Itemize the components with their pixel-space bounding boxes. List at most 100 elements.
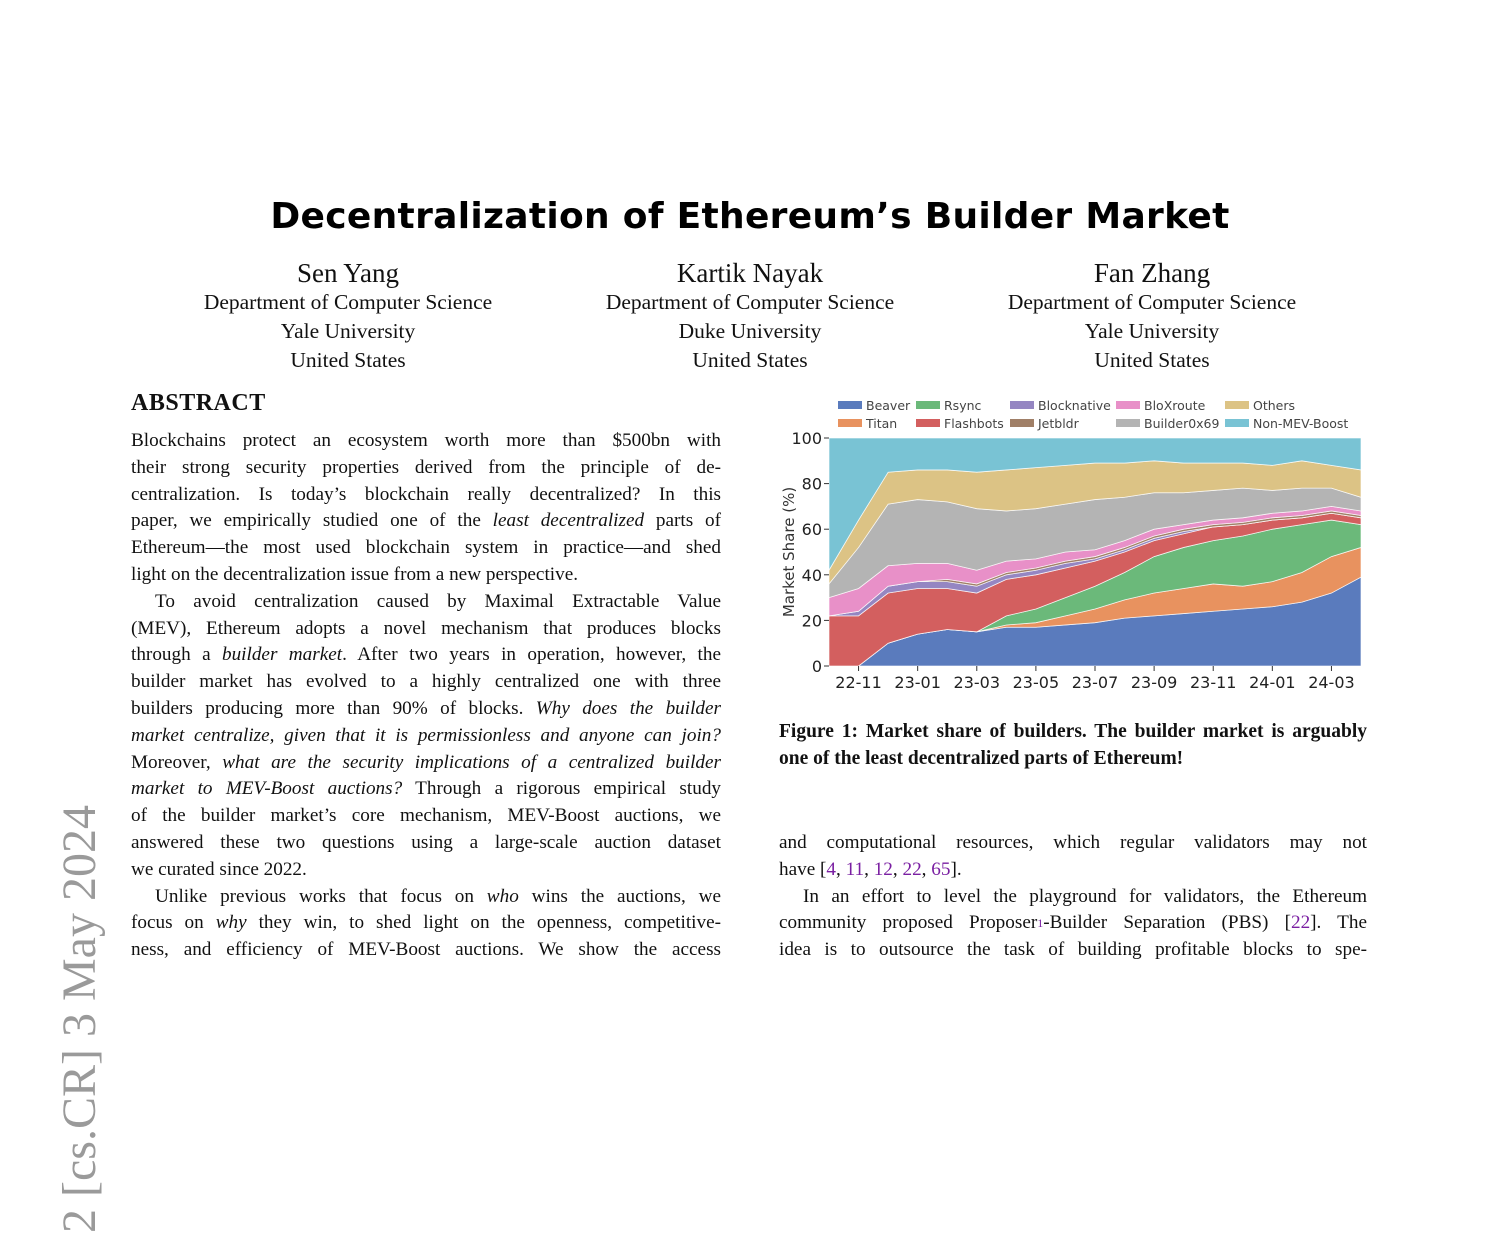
text-run: Unlike previous works that focus on [155, 885, 487, 907]
text-run: paper, we empirically studied one of the [131, 510, 493, 532]
author-block: Kartik Nayak Department of Computer Scie… [550, 258, 950, 375]
arxiv-stamp: 2 [cs.CR] 3 May 2024 [53, 805, 106, 1233]
legend-label: Flashbots [944, 416, 1004, 431]
y-tick-label: 80 [802, 475, 822, 494]
text-run: , [892, 858, 903, 880]
text-line: ness, and efficiency of MEV-Boost auctio… [131, 939, 721, 961]
legend-swatch [1225, 419, 1249, 427]
text-line: builder market has evolved to a highly c… [131, 671, 721, 693]
body-paragraph: In an effort to level the playground for… [779, 884, 1367, 964]
citation-link[interactable]: 12 [873, 858, 893, 880]
author-country: United States [1094, 348, 1210, 372]
legend-label: Rsync [944, 398, 982, 413]
y-tick-label: 100 [791, 429, 822, 448]
y-tick-label: 40 [802, 566, 822, 585]
emphasis: builder market [221, 644, 343, 666]
text-run: -Builder Separation (PBS) [ [1043, 912, 1291, 934]
text-line: and computational resources, which regul… [779, 832, 1367, 853]
legend-swatch [1116, 401, 1140, 409]
y-tick-label: 20 [802, 611, 822, 630]
author-name: Sen Yang [296, 258, 400, 288]
legend-swatch [1116, 419, 1140, 427]
x-tick-label: 23-07 [1072, 673, 1119, 692]
text-line: community proposed Proposer1-Builder Sep… [779, 910, 1367, 937]
author-country: United States [692, 348, 808, 372]
legend-swatch [838, 401, 862, 409]
text-line: paper, we empirically studied one of the… [131, 508, 721, 535]
emphasis: least decentralized [492, 510, 645, 532]
legend-label: Titan [865, 416, 897, 431]
text-line: Moreover, what are the security implicat… [131, 750, 721, 777]
citation-link[interactable]: 11 [845, 858, 865, 880]
emphasis: what are the security implications of a … [222, 751, 721, 773]
abstract-heading: ABSTRACT [131, 390, 266, 416]
text-run: Through a rigorous empirical study [402, 778, 722, 800]
citation-link[interactable]: 22 [1290, 912, 1311, 934]
text-line: centralization. Is today’s blockchain re… [131, 483, 721, 505]
x-tick-label: 23-09 [1131, 673, 1178, 692]
x-tick-label: 22-11 [835, 673, 882, 692]
text-line: (MEV), Ethereum adopts a novel mechanism… [131, 617, 721, 639]
text-line: builders producing more than 90% of bloc… [131, 696, 721, 723]
text-line: market centralize, given that it is perm… [131, 723, 721, 750]
legend-label: Jetbldr [1037, 416, 1080, 431]
citation-link[interactable]: 4 [826, 858, 837, 880]
plot-area [828, 437, 1362, 667]
text-line: Unlike previous works that focus on who … [131, 884, 721, 911]
legend-label: Non-MEV-Boost [1253, 416, 1348, 431]
author-university: Yale University [280, 319, 416, 343]
text-line: idea is to outsource the task of buildin… [779, 939, 1367, 961]
citation-link[interactable]: 65 [931, 858, 951, 880]
legend-label: Beaver [866, 398, 911, 413]
author-department: Department of Computer Science [203, 290, 493, 314]
author-university: Yale University [1084, 319, 1220, 343]
abstract-paragraph: Unlike previous works that focus on who … [131, 884, 721, 964]
citation-link[interactable]: 22 [902, 858, 922, 880]
text-run: , [864, 858, 874, 880]
emphasis: why [215, 912, 247, 934]
text-run: they win, to shed light on the openness,… [246, 912, 722, 934]
emphasis: market centralize, given that it is perm… [131, 724, 721, 746]
text-run: , [921, 858, 932, 880]
legend-swatch [916, 419, 940, 427]
text-run: builders producing more than 90% of bloc… [131, 697, 536, 719]
text-line: To avoid centralization caused by Maxima… [155, 590, 721, 612]
author-department: Department of Computer Science [1007, 290, 1297, 314]
paper-title: Decentralization of Ethereum’s Builder M… [270, 196, 1230, 237]
legend-label: BloXroute [1144, 398, 1206, 413]
text-run: community proposed Proposer [779, 912, 1038, 934]
text-line: through a builder market. After two year… [131, 642, 721, 669]
text-line: Blockchains protect an ecosystem worth m… [131, 430, 721, 451]
author-name: Kartik Nayak [676, 258, 824, 288]
text-line: market to MEV-Boost auctions? Through a … [131, 776, 721, 803]
text-run: , [836, 858, 846, 880]
text-run: through a [131, 644, 222, 666]
author-university: Duke University [678, 319, 822, 343]
emphasis: market to MEV-Boost auctions? [131, 778, 403, 800]
legend-swatch [1225, 401, 1249, 409]
y-tick-label: 60 [802, 520, 822, 539]
legend-swatch [1010, 401, 1034, 409]
text-run: wins the auctions, we [518, 885, 721, 907]
author-name: Fan Zhang [1093, 258, 1211, 288]
text-run: . After two years in operation, however,… [342, 644, 721, 666]
text-line: light on the decentralization issue from… [131, 563, 579, 585]
x-tick-label: 24-01 [1249, 673, 1296, 692]
author-department: Department of Computer Science [605, 290, 895, 314]
x-tick-label: 23-05 [1013, 673, 1060, 692]
y-axis-label: Market Share (%) [780, 487, 798, 617]
legend-swatch [838, 419, 862, 427]
x-tick-label: 24-03 [1308, 673, 1355, 692]
market-share-chart: 0 20 40 60 80 100 22-11 23-01 23-03 23-05 23-07 23-… [780, 398, 1362, 692]
author-block: Fan Zhang Department of Computer Science… [952, 258, 1352, 375]
abstract-paragraph: Blockchains protect an ecosystem worth m… [131, 428, 721, 589]
x-tick-label: 23-03 [954, 673, 1001, 692]
legend-swatch [916, 401, 940, 409]
footnote-link[interactable]: 1 [1037, 916, 1044, 931]
text-line: answered these two questions using a lar… [131, 831, 721, 853]
y-tick-label: 0 [812, 657, 822, 676]
text-run: have [ [779, 858, 827, 880]
text-run: ]. [950, 858, 962, 880]
legend-label: Others [1253, 398, 1295, 413]
text-line: Ethereum—the most used blockchain system… [131, 537, 721, 559]
